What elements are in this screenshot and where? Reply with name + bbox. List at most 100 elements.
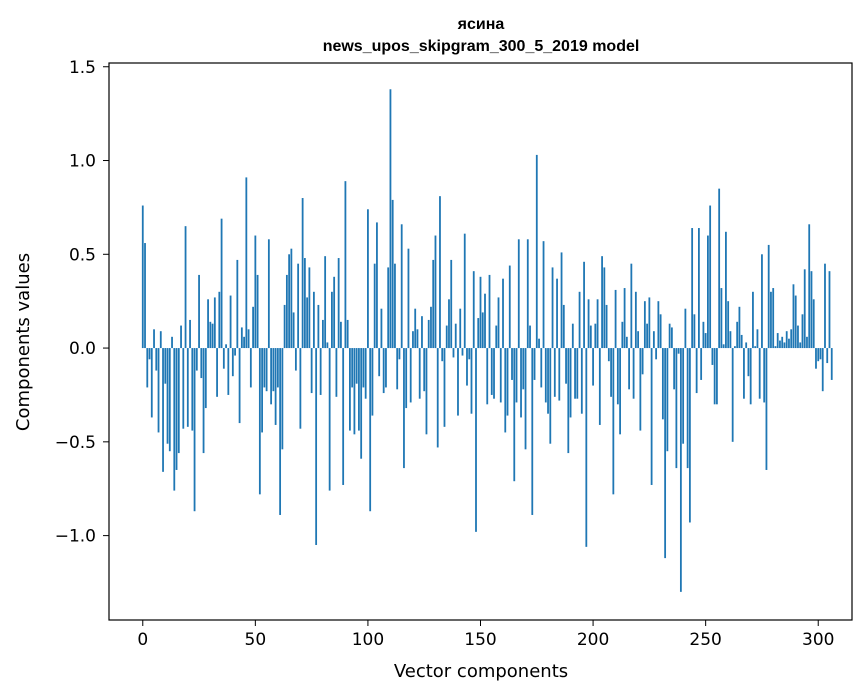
bar-227 <box>652 331 655 349</box>
bar-124 <box>421 316 423 349</box>
bar-258 <box>722 344 725 349</box>
bar-200 <box>592 348 594 386</box>
x-tick-label-150: 150 <box>464 630 496 650</box>
bar-154 <box>488 274 491 349</box>
bar-147 <box>472 271 475 349</box>
bar-129 <box>432 259 435 349</box>
bar-8 <box>159 331 162 349</box>
bar-284 <box>781 336 784 349</box>
bar-169 <box>522 348 525 390</box>
bar-208 <box>610 348 612 397</box>
bar-86 <box>335 348 338 397</box>
bar-180 <box>547 348 549 414</box>
bar-190 <box>569 348 572 418</box>
bar-302 <box>821 348 824 392</box>
bar-92 <box>349 348 351 431</box>
x-axis-label: Vector components <box>394 661 568 682</box>
bar-128 <box>430 306 432 349</box>
bar-237 <box>675 348 678 469</box>
bar-148 <box>475 348 477 532</box>
bar-18 <box>182 348 185 429</box>
bar-69 <box>297 263 300 349</box>
bar-73 <box>306 297 309 349</box>
bar-19 <box>184 226 187 349</box>
bar-198 <box>587 299 590 349</box>
y-tick-label-5: 1.5 <box>69 58 96 78</box>
bar-178 <box>542 241 545 349</box>
chart-title-line1: ясина <box>457 16 505 33</box>
bar-4 <box>150 348 153 418</box>
bar-303 <box>824 263 826 349</box>
bar-137 <box>450 259 453 349</box>
bar-221 <box>639 348 642 431</box>
bar-72 <box>303 258 306 349</box>
bar-87 <box>337 258 340 349</box>
bar-151 <box>481 312 484 349</box>
bar-297 <box>810 271 813 349</box>
y-tick-label-4: 1.0 <box>69 152 96 172</box>
bar-50 <box>254 235 257 349</box>
bar-119 <box>409 348 412 403</box>
bar-230 <box>659 314 662 349</box>
bar-231 <box>661 348 664 420</box>
bar-65 <box>288 254 291 349</box>
bar-31 <box>211 323 214 349</box>
bar-276 <box>763 348 766 403</box>
bar-48 <box>249 348 252 388</box>
bar-233 <box>666 348 669 452</box>
bar-186 <box>560 252 563 349</box>
bar-45 <box>243 336 245 349</box>
bar-171 <box>526 239 529 349</box>
bar-138 <box>452 348 455 358</box>
bar-67 <box>292 312 295 349</box>
bar-222 <box>641 348 644 375</box>
bar-108 <box>385 348 387 388</box>
bar-71 <box>301 198 304 349</box>
bar-42 <box>236 259 239 349</box>
bar-204 <box>601 256 603 349</box>
bar-58 <box>272 348 275 392</box>
bar-164 <box>511 348 513 380</box>
bar-236 <box>673 348 676 390</box>
bar-1 <box>144 243 146 349</box>
bar-273 <box>756 329 759 349</box>
bar-156 <box>493 348 495 399</box>
bar-110 <box>389 89 392 349</box>
bar-275 <box>761 254 763 349</box>
bar-290 <box>794 295 797 349</box>
bar-132 <box>439 196 441 349</box>
bar-150 <box>479 276 482 349</box>
bar-122 <box>416 329 419 349</box>
bar-214 <box>623 288 626 349</box>
bar-32 <box>213 297 216 349</box>
bar-229 <box>657 301 660 349</box>
bar-234 <box>668 323 671 349</box>
bar-261 <box>729 331 732 349</box>
bar-285 <box>783 342 786 349</box>
bar-262 <box>731 348 734 442</box>
bar-158 <box>497 297 500 349</box>
bar-160 <box>502 278 504 349</box>
bar-107 <box>382 348 385 394</box>
bar-286 <box>785 331 788 349</box>
bar-161 <box>504 348 507 433</box>
bar-244 <box>691 228 694 349</box>
bar-95 <box>355 348 358 384</box>
bar-301 <box>819 348 822 360</box>
bar-281 <box>774 346 777 349</box>
bar-212 <box>619 348 621 435</box>
bar-243 <box>688 348 691 523</box>
bar-104 <box>376 222 378 349</box>
bar-246 <box>695 348 698 394</box>
bar-55 <box>265 348 268 392</box>
bar-85 <box>333 276 336 349</box>
bar-54 <box>263 348 266 388</box>
x-tick-label-250: 250 <box>689 630 721 650</box>
bar-64 <box>285 274 288 349</box>
bar-256 <box>718 188 721 349</box>
bar-84 <box>331 291 333 349</box>
bar-12 <box>168 348 171 452</box>
bar-24 <box>195 348 198 371</box>
bar-59 <box>274 348 277 425</box>
bar-272 <box>754 346 757 349</box>
